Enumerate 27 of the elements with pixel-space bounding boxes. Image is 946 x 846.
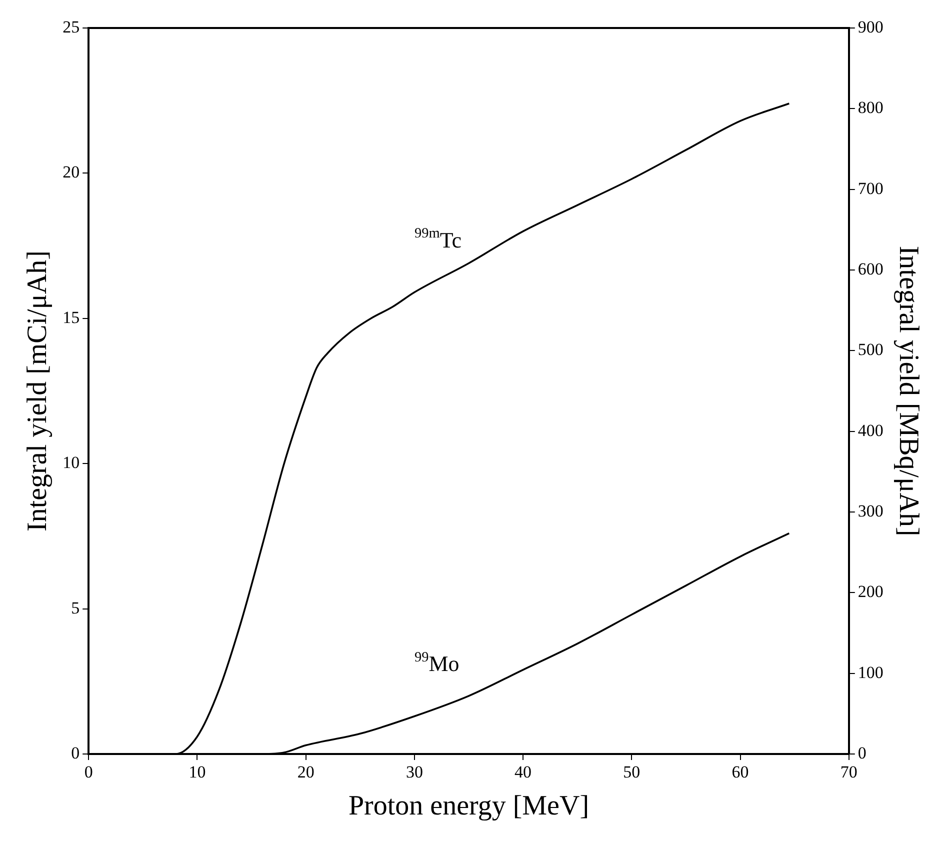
y-tick-label: 25 <box>62 17 80 36</box>
y2-tick-label: 700 <box>858 178 884 198</box>
x-tick-label: 40 <box>514 762 532 782</box>
y2-tick-label: 200 <box>858 582 884 602</box>
x-tick-label: 60 <box>732 762 749 782</box>
y2-tick-label: 900 <box>858 17 884 36</box>
x-tick-label: 70 <box>840 762 858 782</box>
y-tick-label: 5 <box>71 598 80 618</box>
y2-axis-title: Integral yield [MBq/μAh] <box>892 246 924 536</box>
y2-tick-label: 100 <box>858 662 884 682</box>
x-tick-label: 10 <box>188 762 206 782</box>
x-tick-label: 0 <box>84 762 93 782</box>
x-tick-label: 30 <box>406 762 423 782</box>
y-tick-label: 10 <box>62 453 80 472</box>
x-tick-label: 20 <box>297 762 314 782</box>
y2-tick-label: 300 <box>858 501 884 520</box>
x-tick-label: 50 <box>623 762 640 782</box>
y2-tick-label: 600 <box>858 259 884 278</box>
y-tick-label: 15 <box>62 308 80 327</box>
x-axis-title: Proton energy [MeV] <box>348 790 590 822</box>
y-tick-label: 0 <box>71 743 80 762</box>
y2-tick-label: 0 <box>858 743 866 762</box>
y2-tick-label: 800 <box>858 98 884 118</box>
y2-tick-label: 500 <box>858 340 884 360</box>
y-tick-label: 20 <box>62 162 80 182</box>
y-axis-title: Integral yield [mCi/μAh] <box>22 250 54 532</box>
y2-tick-label: 400 <box>858 420 884 440</box>
